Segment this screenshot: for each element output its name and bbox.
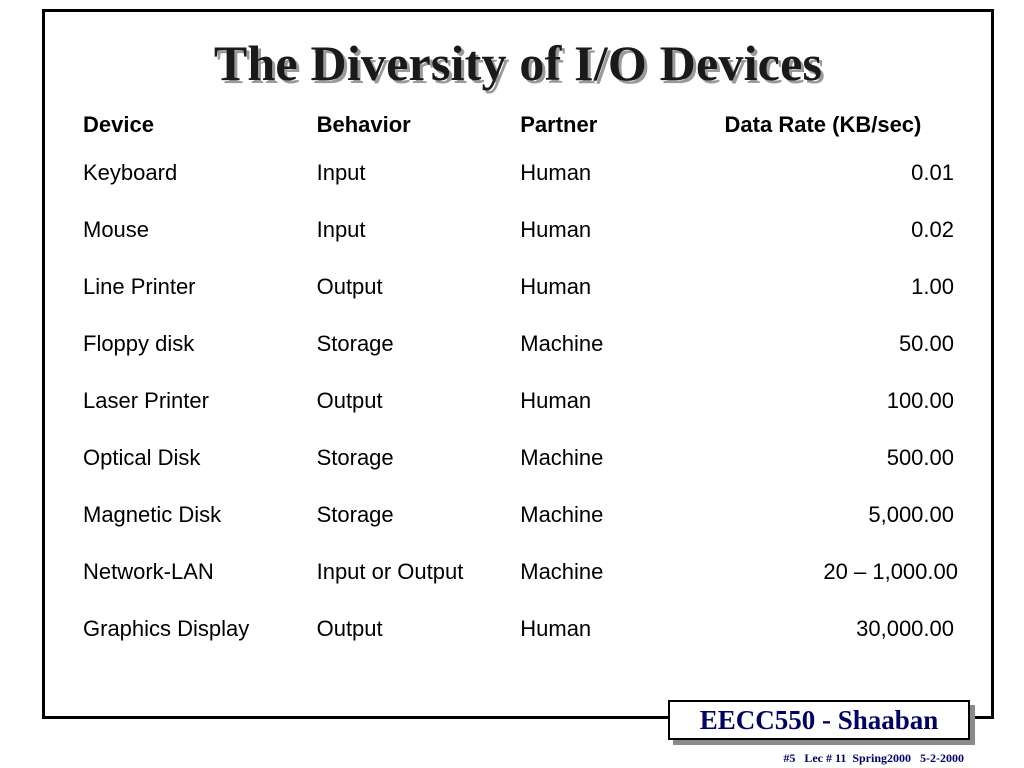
header-device: Device [83, 112, 154, 137]
io-devices-table: Device Behavior Partner Data Rate (KB/se… [83, 112, 1024, 657]
data-rate-cell: 0.02 [911, 216, 954, 242]
header-partner: Partner [520, 112, 598, 137]
device-cell: Graphics Display [83, 615, 250, 641]
footer-note: #5 Lec # 11 Spring2000 5-2-2000 [783, 751, 964, 765]
header-data-rate: Data Rate (KB/sec) [724, 112, 922, 137]
partner-cell: Human [520, 615, 592, 641]
partner-cell: Machine [520, 558, 604, 584]
table-row: Graphics Display Output Human 30,000.00 [83, 600, 1024, 657]
behavior-cell: Output [316, 615, 383, 641]
behavior-cell: Storage [316, 501, 394, 527]
course-label: EECC550 - Shaaban [699, 704, 939, 735]
data-rate-cell: 1.00 [911, 273, 954, 299]
table-row: Network-LAN Input or Output Machine 20 –… [83, 543, 1024, 600]
device-cell: Mouse [83, 216, 150, 242]
partner-cell: Machine [520, 501, 604, 527]
data-rate-cell: 30,000.00 [856, 615, 954, 641]
device-cell: Laser Printer [83, 387, 209, 413]
device-cell: Optical Disk [83, 444, 201, 470]
behavior-cell: Input or Output [316, 558, 464, 584]
behavior-cell: Output [316, 273, 383, 299]
slide-frame: The Diversity of I/O Devices [42, 9, 994, 719]
table-header-row: Device Behavior Partner Data Rate (KB/se… [83, 112, 1024, 144]
partner-cell: Machine [520, 444, 604, 470]
partner-cell: Human [520, 216, 592, 242]
data-rate-cell: 500.00 [886, 444, 954, 470]
table-row: Laser Printer Output Human 100.00 [83, 372, 1024, 429]
partner-cell: Human [520, 273, 592, 299]
device-cell: Keyboard [83, 159, 178, 185]
slide-title: The Diversity of I/O Devices [213, 35, 823, 91]
table-row: Optical Disk Storage Machine 500.00 [83, 429, 1024, 486]
data-rate-cell: 20 – 1,000.00 [823, 558, 958, 584]
device-cell: Floppy disk [83, 330, 195, 356]
behavior-cell: Storage [316, 444, 394, 470]
table-row: Line Printer Output Human 1.00 [83, 258, 1024, 315]
data-rate-cell: 100.00 [886, 387, 954, 413]
table-row: Magnetic Disk Storage Machine 5,000.00 [83, 486, 1024, 543]
partner-cell: Human [520, 159, 592, 185]
data-rate-cell: 0.01 [911, 159, 954, 185]
behavior-cell: Output [316, 387, 383, 413]
header-behavior: Behavior [316, 112, 411, 137]
table-row: Floppy disk Storage Machine 50.00 [83, 315, 1024, 372]
behavior-cell: Input [316, 159, 366, 185]
behavior-cell: Storage [316, 330, 394, 356]
device-cell: Line Printer [83, 273, 196, 299]
device-cell: Network-LAN [83, 558, 214, 584]
partner-cell: Machine [520, 330, 604, 356]
data-rate-cell: 50.00 [898, 330, 954, 356]
behavior-cell: Input [316, 216, 366, 242]
table-row: Mouse Input Human 0.02 [83, 201, 1024, 258]
partner-cell: Human [520, 387, 592, 413]
device-cell: Magnetic Disk [83, 501, 222, 527]
data-rate-cell: 5,000.00 [868, 501, 954, 527]
table-row: Keyboard Input Human 0.01 [83, 144, 1024, 201]
course-label-box: EECC550 - Shaaban [668, 700, 970, 740]
